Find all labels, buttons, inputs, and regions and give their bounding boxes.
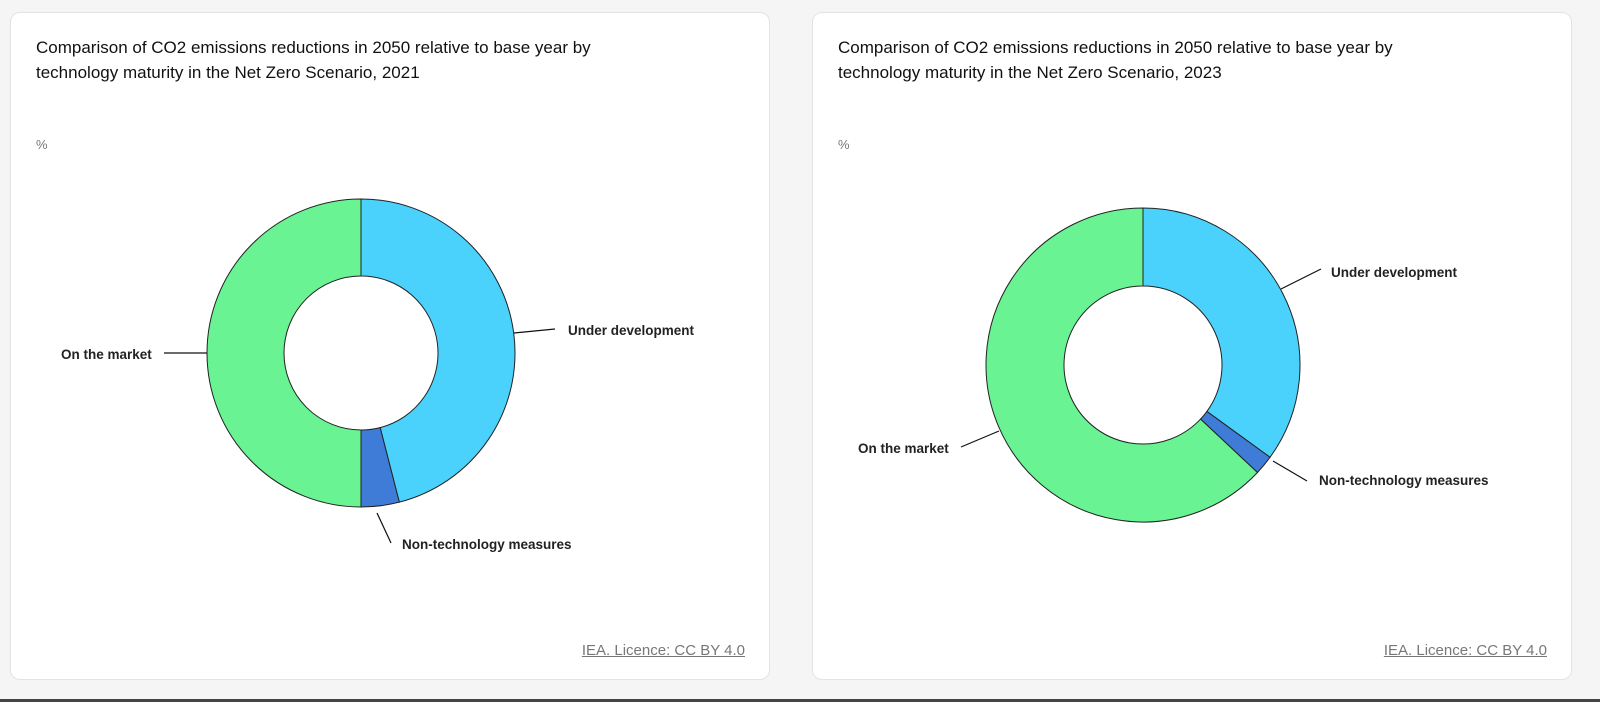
chart-card-2021: Comparison of CO2 emissions reductions i…: [10, 12, 770, 680]
slice-label-on-the-market: On the market: [61, 347, 152, 362]
licence-link[interactable]: IEA. Licence: CC BY 4.0: [1383, 642, 1547, 659]
slice-under-development[interactable]: [360, 198, 516, 503]
slice-label-under-development: Under development: [1331, 265, 1458, 280]
donut-chart-2023: Under development Non-technology measures…: [858, 207, 1489, 523]
window-bottom-edge: [0, 699, 1600, 702]
slice-under-development[interactable]: [1142, 207, 1301, 458]
leader-line-non-technology-measures: [376, 512, 392, 544]
licence-link[interactable]: IEA. Licence: CC BY 4.0: [581, 642, 745, 659]
donut-chart-2021: Under development Non-technology measures…: [61, 198, 695, 552]
leader-line-under-development: [513, 328, 556, 334]
chart-title: Comparison of CO2 emissions reductions i…: [838, 38, 1393, 82]
slice-label-on-the-market: On the market: [858, 441, 949, 456]
slice-label-non-technology-measures: Non-technology measures: [1319, 473, 1489, 488]
leader-line-under-development: [1280, 268, 1322, 290]
leader-line-on-the-market: [960, 430, 1000, 448]
slice-on-the-market[interactable]: [206, 198, 362, 508]
slice-label-non-technology-measures: Non-technology measures: [402, 537, 572, 552]
unit-label: %: [36, 137, 48, 152]
chart-title: Comparison of CO2 emissions reductions i…: [36, 38, 591, 82]
unit-label: %: [838, 137, 850, 152]
slice-on-the-market[interactable]: [985, 207, 1259, 523]
chart-card-2023: Comparison of CO2 emissions reductions i…: [812, 12, 1572, 680]
slice-label-under-development: Under development: [568, 323, 695, 338]
leader-line-non-technology-measures: [1272, 460, 1308, 482]
